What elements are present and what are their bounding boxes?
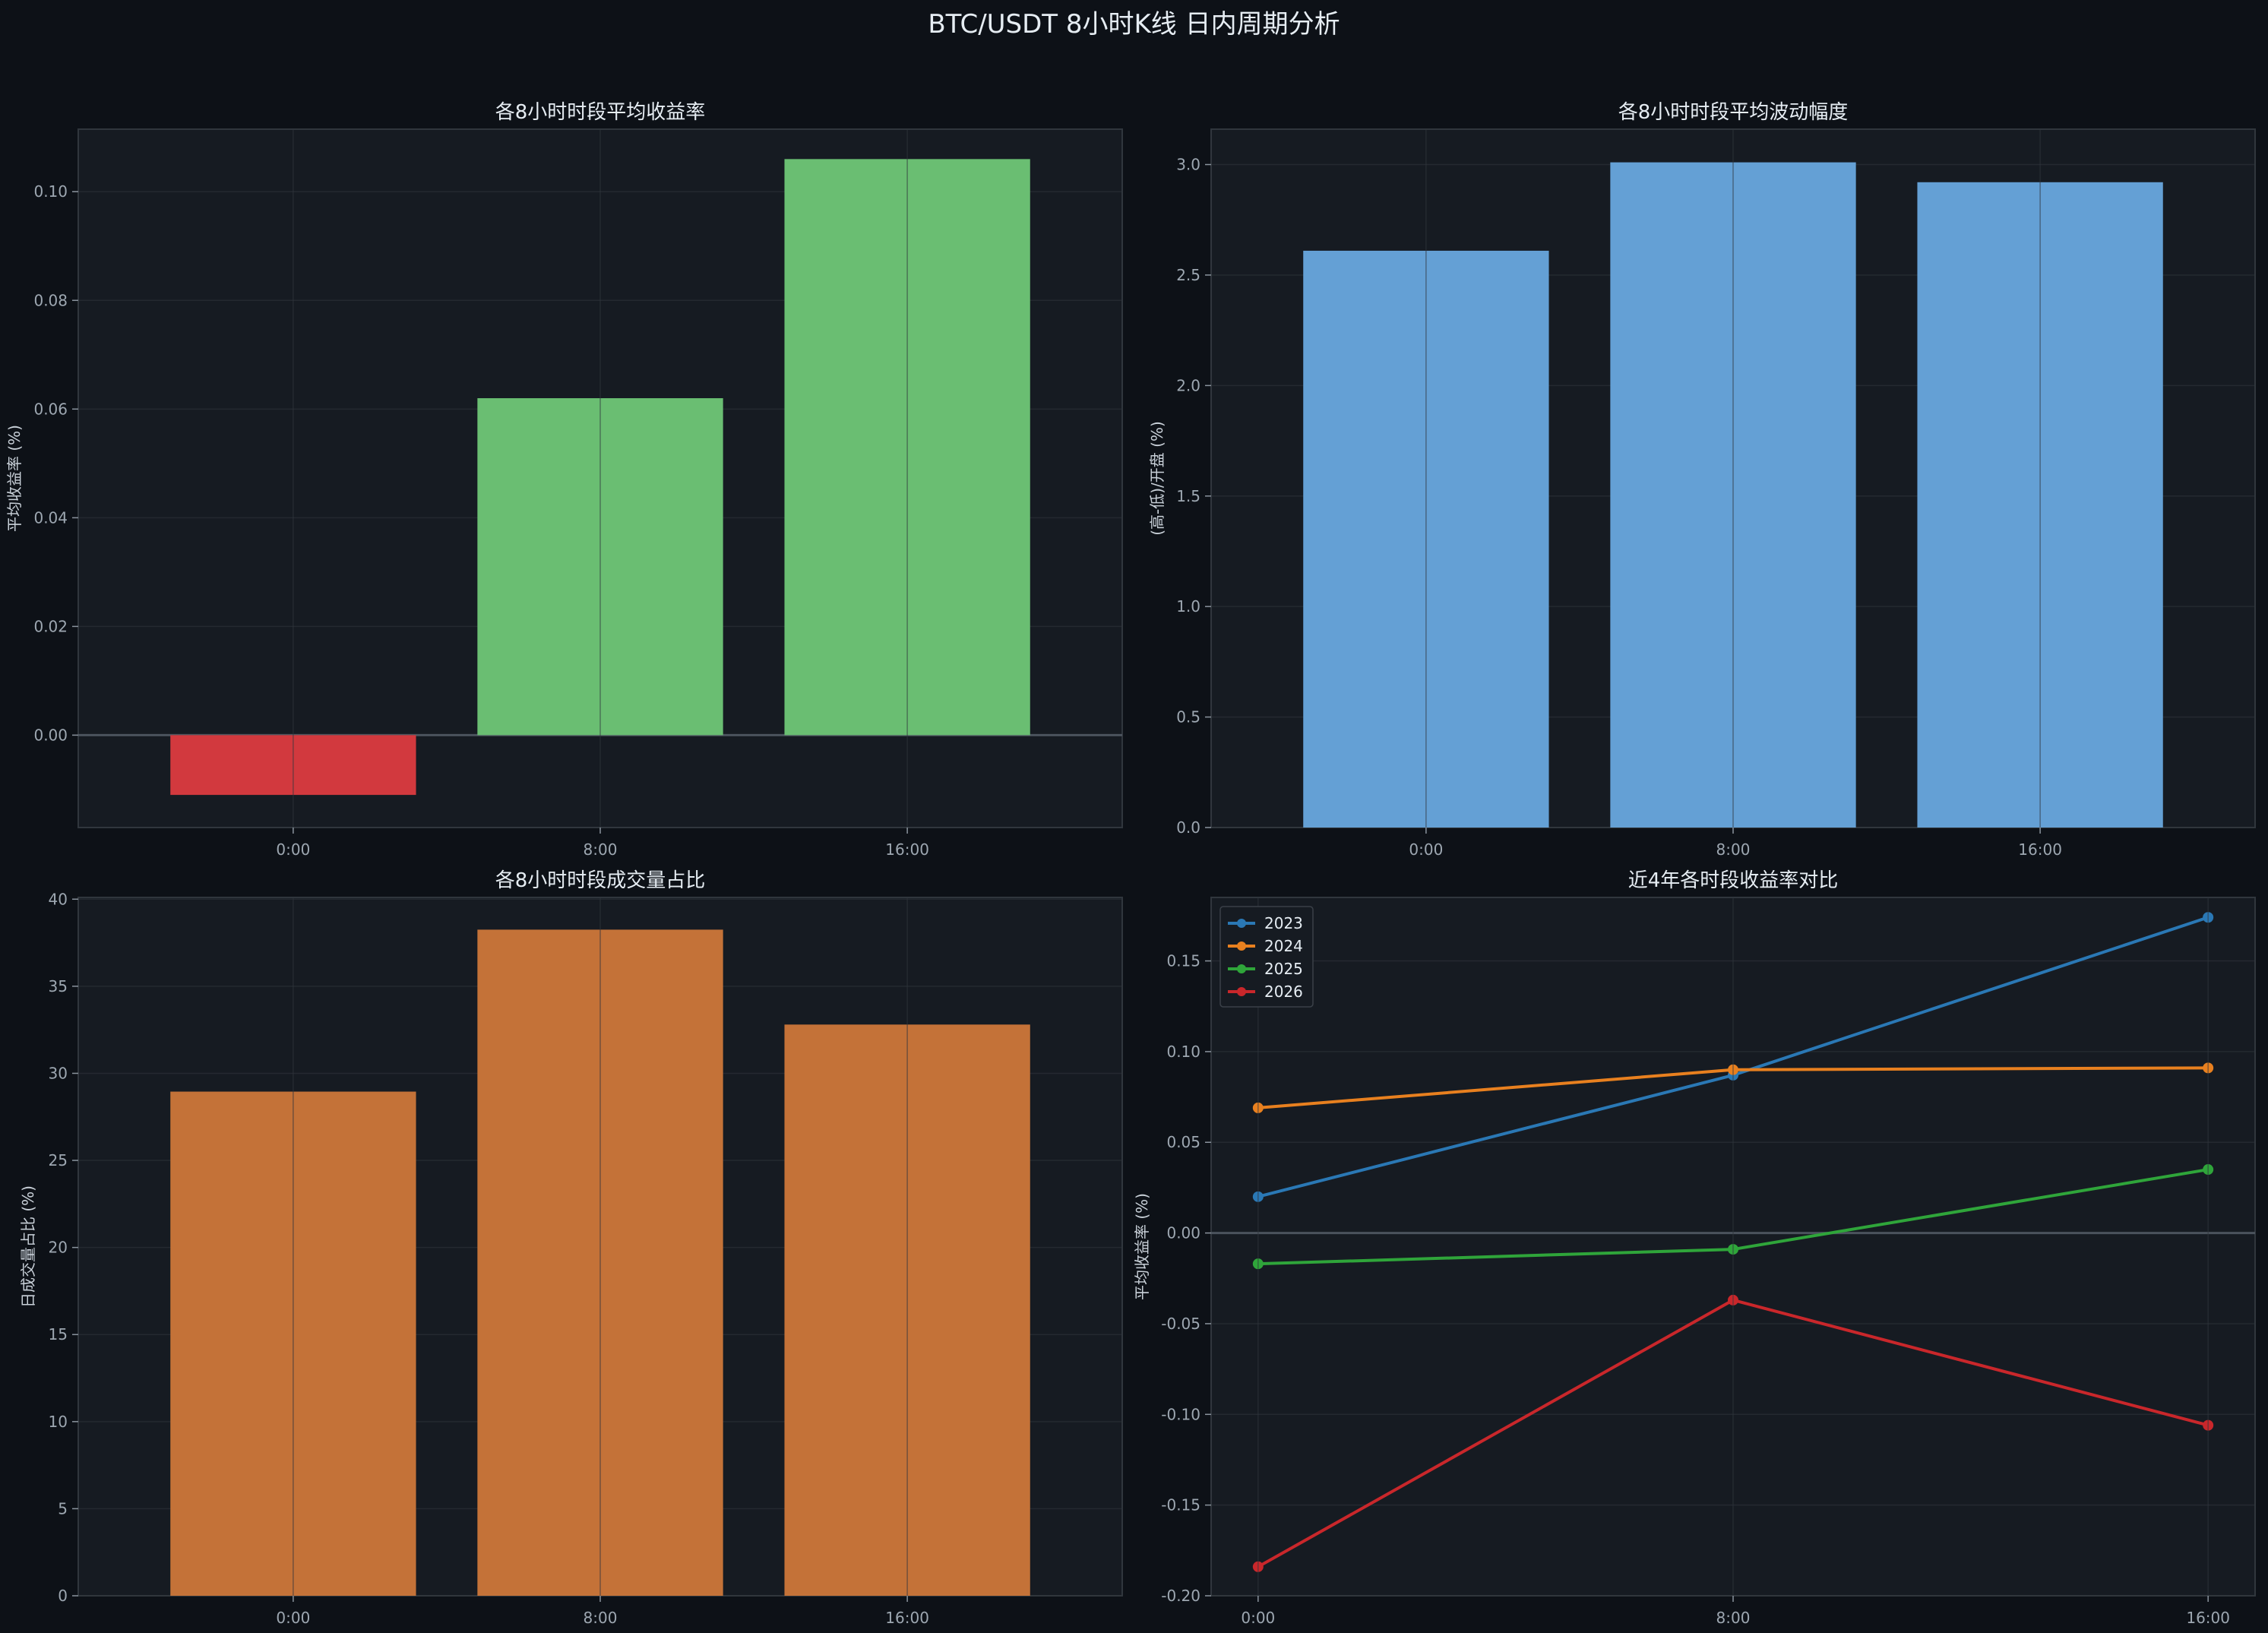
y-tick-label: 35: [49, 977, 68, 995]
y-tick-label: 0: [58, 1587, 68, 1605]
legend-swatch-marker: [1237, 964, 1246, 973]
x-tick-label: 16:00: [885, 1609, 929, 1627]
y-tick-label: 20: [49, 1239, 68, 1257]
y-tick-label: -0.15: [1161, 1496, 1200, 1514]
x-tick-label: 0:00: [1409, 840, 1443, 859]
y-tick-label: 10: [49, 1413, 68, 1431]
chart-title: 各8小时时段平均收益率: [495, 101, 706, 124]
x-tick-label: 16:00: [2186, 1609, 2230, 1627]
y-tick-label: 1.0: [1176, 597, 1200, 616]
legend-box: [1219, 906, 1314, 1008]
y-tick-label: -0.05: [1161, 1315, 1200, 1333]
legend-entry-2024: 2024: [1264, 937, 1303, 955]
y-tick-label: 40: [49, 890, 68, 908]
y-tick-label: 2.0: [1176, 376, 1200, 394]
legend-swatch-marker: [1237, 987, 1246, 996]
x-tick-label: 0:00: [276, 840, 310, 859]
y-tick-label: 0.05: [1166, 1133, 1200, 1151]
x-tick-label: 0:00: [276, 1609, 310, 1627]
y-axis-label: 平均收益率 (%): [5, 425, 24, 532]
y-tick-label: 0.04: [33, 508, 68, 527]
legend-entry-2026: 2026: [1264, 983, 1303, 1001]
x-tick-label: 16:00: [885, 840, 929, 859]
y-tick-label: 0.02: [33, 617, 68, 635]
y-tick-label: 25: [49, 1151, 68, 1169]
x-tick-label: 8:00: [1716, 1609, 1751, 1627]
y-axis-label: (高-低)/开盘 (%): [1148, 421, 1166, 536]
y-tick-label: 0.00: [1166, 1224, 1200, 1242]
y-tick-label: 0.08: [33, 291, 68, 309]
figure-title: BTC/USDT 8小时K线 日内周期分析: [928, 9, 1340, 40]
x-tick-label: 16:00: [2018, 840, 2062, 859]
x-tick-label: 8:00: [1716, 840, 1751, 859]
y-tick-label: 3.0: [1176, 156, 1200, 174]
chart-title: 各8小时时段平均波动幅度: [1618, 101, 1849, 124]
x-tick-label: 8:00: [584, 840, 618, 859]
y-tick-label: -0.20: [1161, 1587, 1200, 1605]
y-tick-label: 2.5: [1176, 266, 1200, 284]
legend-entry-2025: 2025: [1264, 960, 1303, 978]
y-tick-label: 0.00: [33, 726, 68, 744]
y-tick-label: 15: [49, 1325, 68, 1343]
y-tick-label: -0.10: [1161, 1405, 1200, 1423]
y-tick-label: 0.10: [33, 182, 68, 201]
y-axis-label: 日成交量占比 (%): [19, 1185, 37, 1308]
y-axis-label: 平均收益率 (%): [1133, 1193, 1151, 1300]
y-tick-label: 0.10: [1166, 1043, 1200, 1061]
x-tick-label: 8:00: [584, 1609, 618, 1627]
chart-panel-2: 各8小时时段平均波动幅度 (高-低)/开盘 (%) 0.0 0.5 1.0 1.5 2.0 2…: [1148, 101, 2256, 859]
x-tick-label: 0:00: [1241, 1609, 1275, 1627]
y-tick-label: 5: [58, 1499, 68, 1517]
y-tick-label: 0.5: [1176, 708, 1200, 726]
chart-title: 近4年各时段收益率对比: [1628, 869, 1839, 892]
legend-entry-2023: 2023: [1264, 914, 1303, 932]
legend-swatch-marker: [1237, 919, 1246, 928]
y-tick-label: 1.5: [1176, 487, 1200, 505]
y-tick-label: 0.06: [33, 400, 68, 418]
y-tick-label: 30: [49, 1064, 68, 1082]
y-tick-label: 0.15: [1166, 952, 1200, 970]
legend-swatch-marker: [1237, 942, 1246, 951]
chart-title: 各8小时时段成交量占比: [495, 869, 706, 892]
y-tick-label: 0.0: [1176, 818, 1200, 837]
